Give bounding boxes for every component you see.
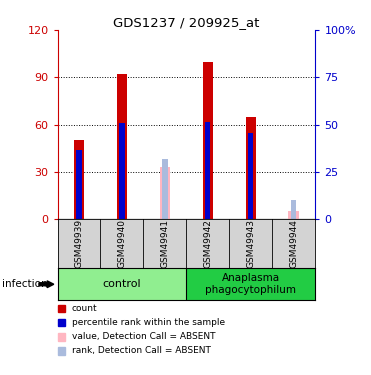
Bar (116, 74, 127, 219)
Text: rank, Detection Call = ABSENT: rank, Detection Call = ABSENT (72, 346, 210, 355)
Text: control: control (103, 279, 141, 289)
Bar (73, 141, 84, 219)
Bar (246, 117, 256, 219)
Text: GSM49939: GSM49939 (75, 219, 83, 268)
Text: GSM49942: GSM49942 (203, 219, 213, 268)
Bar (76, 150, 82, 219)
Bar (162, 159, 168, 219)
Bar (187, 268, 315, 300)
Title: GDS1237 / 209925_at: GDS1237 / 209925_at (113, 16, 260, 29)
Bar (205, 122, 210, 219)
Text: GSM49941: GSM49941 (160, 219, 170, 268)
Bar (119, 123, 125, 219)
Bar (58, 268, 187, 300)
Bar (160, 167, 170, 219)
Text: count: count (72, 304, 97, 313)
Bar (248, 133, 253, 219)
Text: GSM49940: GSM49940 (118, 219, 127, 268)
Text: percentile rank within the sample: percentile rank within the sample (72, 318, 225, 327)
Bar (289, 211, 299, 219)
Text: infection: infection (2, 279, 47, 289)
Bar (203, 62, 213, 219)
Text: GSM49943: GSM49943 (246, 219, 255, 268)
Text: Anaplasma
phagocytophilum: Anaplasma phagocytophilum (206, 273, 296, 295)
Bar (291, 200, 296, 219)
Text: value, Detection Call = ABSENT: value, Detection Call = ABSENT (72, 332, 215, 341)
Text: GSM49944: GSM49944 (289, 219, 298, 268)
